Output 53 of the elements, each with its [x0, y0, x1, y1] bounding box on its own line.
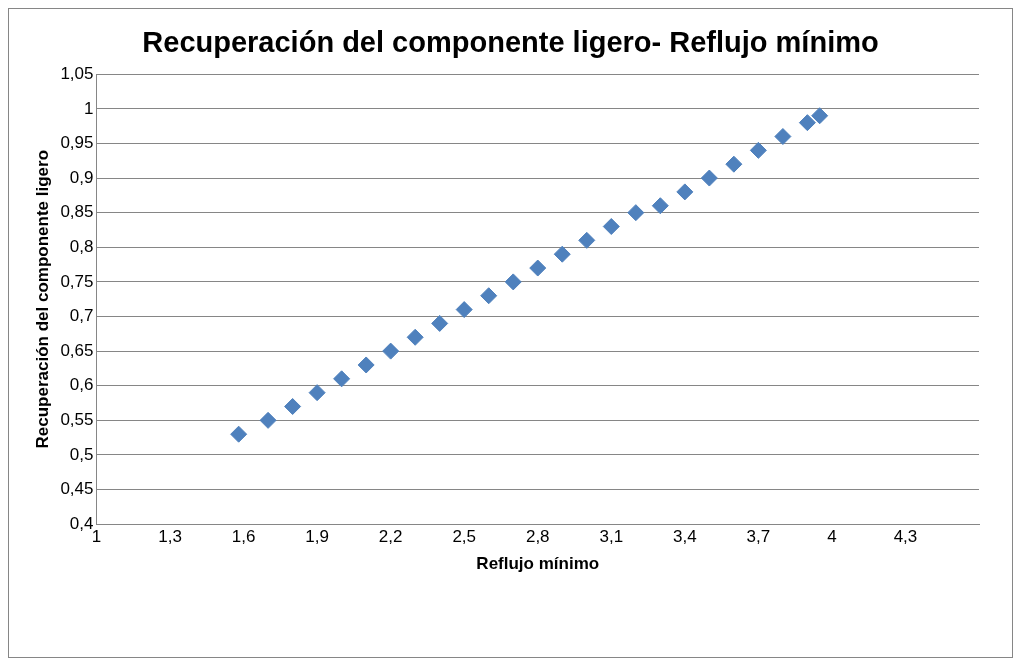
point: [725, 155, 743, 173]
point: [382, 342, 400, 360]
y-tick-label: 0,75: [60, 271, 94, 291]
point: [529, 259, 547, 277]
point: [798, 114, 816, 132]
x-tick-label: 4,3: [893, 527, 918, 547]
point: [602, 218, 620, 236]
chart-title: Recuperación del componente ligero- Reflujo mínimo: [141, 25, 880, 60]
y-tick-label: 0,45: [60, 479, 94, 499]
point: [230, 425, 248, 443]
x-tick-label: 2,8: [525, 527, 550, 547]
y-tick-label: 0,55: [60, 410, 94, 430]
y-tick-label: 0,8: [69, 236, 94, 256]
x-tick-label: 1,9: [305, 527, 329, 547]
y-tick-label: 0,5: [69, 444, 94, 464]
x-axis-title: Reflujo mínimo: [476, 554, 600, 574]
point: [627, 204, 645, 222]
point: [504, 273, 522, 291]
y-tick-label: 0,9: [69, 167, 94, 187]
point: [651, 197, 669, 215]
point: [333, 370, 351, 388]
point: [480, 287, 498, 305]
y-tick-label: 1: [84, 98, 94, 118]
x-tick-label: 2,2: [378, 527, 403, 547]
x-tick-label: 3,4: [673, 527, 697, 547]
point: [578, 231, 596, 249]
point: [431, 314, 449, 332]
x-tick-label: 1,6: [231, 527, 256, 547]
y-tick-label: 0,6: [69, 375, 94, 395]
y-axis-title: Recuperación del componente ligero: [32, 149, 52, 449]
x-tick-label: 4: [827, 527, 837, 547]
point: [749, 141, 767, 159]
x-tick-label: 3,7: [746, 527, 771, 547]
y-tick-label: 0,95: [60, 133, 94, 153]
point: [700, 169, 718, 187]
y-tick-label: 0,4: [69, 513, 94, 533]
x-tick-label: 3,1: [599, 527, 624, 547]
point: [406, 328, 424, 346]
point: [357, 356, 375, 374]
y-tick-label: 0,65: [60, 340, 94, 360]
y-tick-label: 0,85: [60, 202, 94, 222]
x-tick-label: 2,5: [452, 527, 477, 547]
point: [553, 245, 571, 263]
y-tick-label: 0,7: [69, 306, 94, 326]
point: [455, 301, 473, 319]
y-tick-label: 1,05: [60, 63, 94, 83]
point: [811, 107, 829, 125]
point: [259, 411, 277, 429]
point: [676, 183, 694, 201]
x-tick-label: 1,3: [158, 527, 182, 547]
point: [308, 384, 326, 402]
point: [284, 398, 302, 416]
point: [774, 128, 792, 146]
